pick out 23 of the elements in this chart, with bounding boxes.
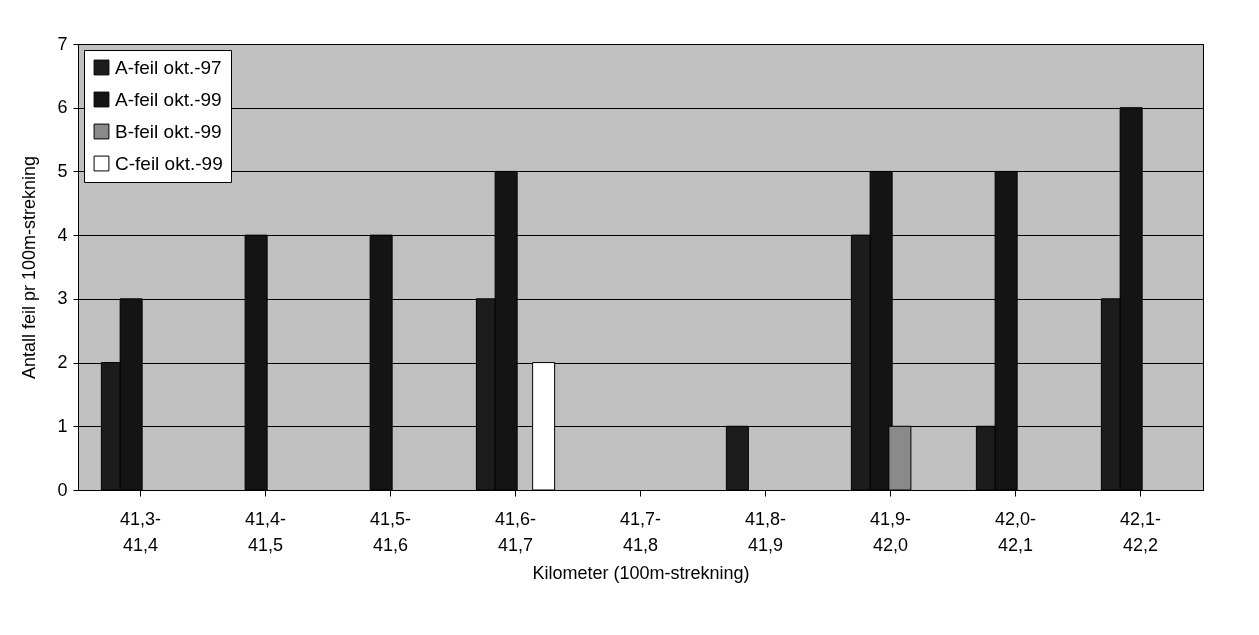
legend-label: A-feil okt.-99 (115, 88, 222, 110)
x-tick-label: 41,3-41,4 (119, 508, 162, 555)
y-tick-label: 2 (57, 352, 68, 373)
x-tick-label: 41,4-41,5 (244, 508, 287, 555)
x-tick-label: 41,5-41,6 (369, 508, 412, 555)
legend-label: B-feil okt.-99 (115, 120, 222, 142)
y-axis-title: Antall feil pr 100m-strekning (19, 155, 40, 380)
y-tick-label: 7 (57, 33, 68, 54)
y-tick-label: 0 (57, 479, 68, 500)
x-tick-label: 41,7-41,8 (619, 508, 662, 555)
y-tick-label: 1 (57, 415, 68, 436)
x-tick-label: 42,0-42,1 (994, 508, 1037, 555)
x-axis-title: Kilometer (100m-strekning) (532, 562, 750, 583)
x-tick-label: 41,8-41,9 (744, 508, 787, 555)
x-tick-label: 41,9-42,0 (869, 508, 912, 555)
x-tick-label: 41,6-41,7 (494, 508, 537, 555)
y-tick-label: 4 (57, 224, 68, 245)
legend-label: A-feil okt.-97 (115, 56, 222, 78)
y-tick-label: 3 (57, 288, 68, 309)
legend-label: C-feil okt.-99 (115, 152, 223, 174)
y-tick-label: 5 (57, 160, 68, 181)
y-tick-label: 6 (57, 97, 68, 118)
x-tick-label: 42,1-42,2 (1119, 508, 1162, 555)
